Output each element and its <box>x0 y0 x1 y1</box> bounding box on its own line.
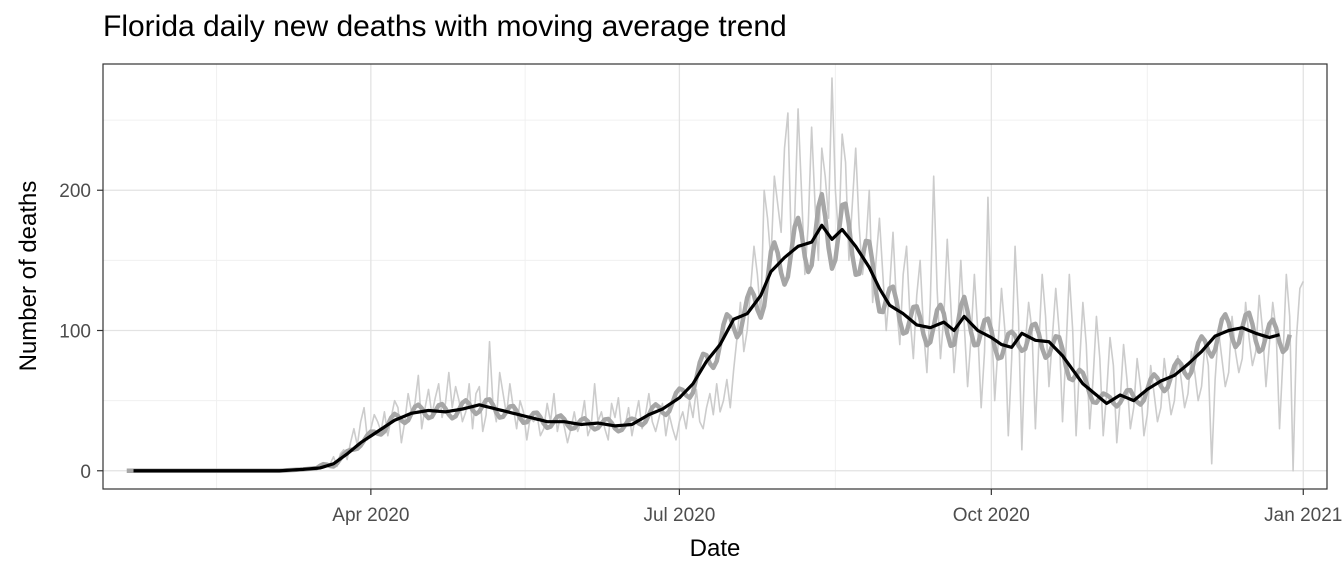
y-axis-ticks: 0 100 200 <box>59 181 103 483</box>
x-tick-label: Oct 2020 <box>953 505 1030 526</box>
series-ma-short-line <box>126 191 1292 474</box>
x-tick-label: Jan 2021 <box>1264 505 1342 526</box>
grid-major <box>103 64 1327 489</box>
x-axis-title: Date <box>690 535 741 562</box>
plot-panel-border <box>102 63 1328 490</box>
x-tick-label: Jul 2020 <box>643 505 715 526</box>
chart-title: Florida daily new deaths with moving ave… <box>103 10 787 43</box>
x-axis-ticks: Apr 2020 Jul 2020 Oct 2020 Jan 2021 <box>332 489 1342 526</box>
x-tick-label: Apr 2020 <box>332 505 409 526</box>
y-tick-label: 0 <box>80 462 91 483</box>
y-axis-title: Number of deaths <box>15 181 42 372</box>
y-tick-label: 200 <box>59 181 91 202</box>
series-ma-short-layer <box>126 191 1292 474</box>
series-ma-long-line <box>133 223 1280 473</box>
y-tick-label: 100 <box>59 322 91 343</box>
series-ma-long-layer <box>133 223 1280 473</box>
